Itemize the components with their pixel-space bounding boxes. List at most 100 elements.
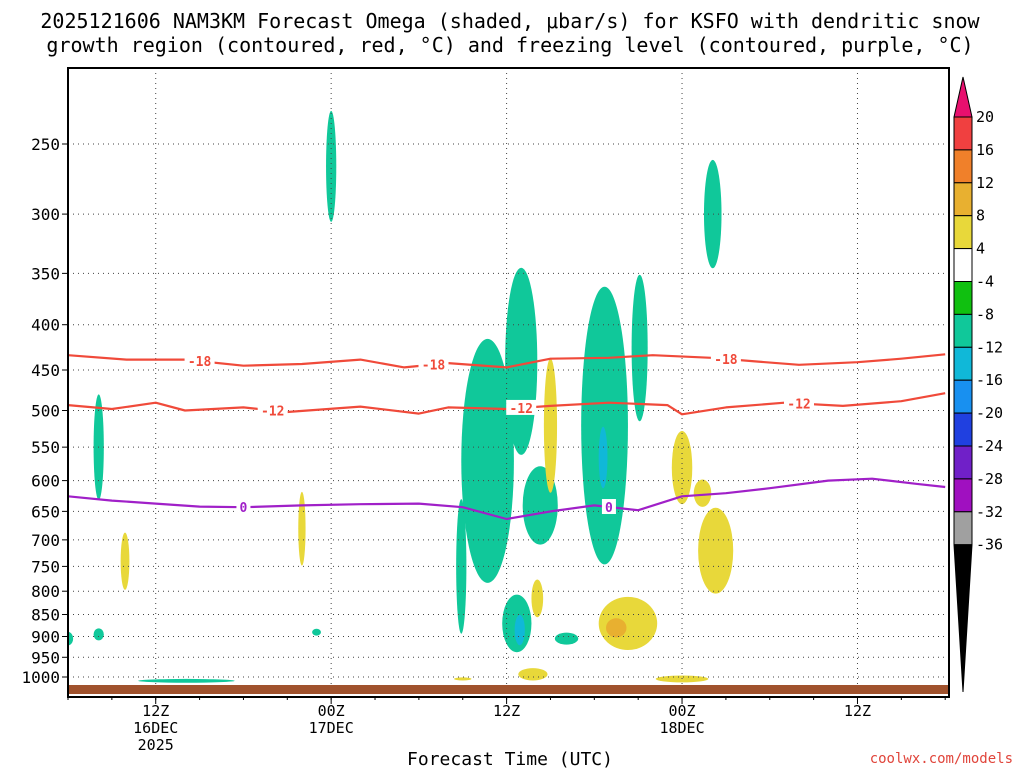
contour-label-dgz-top-2: -18	[714, 353, 738, 368]
y-tick-label-700: 700	[31, 531, 60, 550]
x-tick-label-1-1: 17DEC	[309, 719, 354, 737]
omega-region-7	[581, 286, 628, 565]
colorbar-label-5: -4	[976, 273, 994, 291]
chart-title-line-1: 2025121606 NAM3KM Forecast Omega (shaded…	[40, 9, 980, 33]
colorbar-label-7: -12	[976, 338, 1003, 356]
y-tick-label-750: 750	[31, 557, 60, 576]
contour-label-freezing-level-0: 0	[240, 501, 248, 516]
colorbar-segment-1	[953, 116, 973, 151]
colorbar-label-8: -16	[976, 371, 1003, 389]
colorbar-segment-13	[953, 511, 973, 546]
chart-title-line-2: growth region (contoured, red, °C) and f…	[46, 33, 973, 57]
omega-region-3	[631, 274, 648, 422]
omega-region-20	[531, 579, 544, 618]
contour-label-bg	[601, 499, 616, 515]
y-tick-label-850: 850	[31, 606, 60, 625]
contour-label-bg	[236, 499, 251, 515]
colorbar-label-6: -8	[976, 305, 994, 323]
colorbar-top-arrow	[953, 76, 973, 118]
contour-label-bg	[784, 395, 814, 411]
omega-region-27	[453, 677, 472, 681]
colorbar-label-11: -28	[976, 470, 1003, 488]
colorbar-label-9: -20	[976, 404, 1003, 422]
colorbar-label-12: -32	[976, 503, 1003, 521]
omega-region-17	[120, 532, 130, 590]
y-tick-label-1000: 1000	[21, 668, 60, 687]
pressure-gridlines	[68, 68, 949, 697]
y-tick-label-550: 550	[31, 438, 60, 457]
contour-label-dgz-bottom-2: -12	[787, 398, 810, 413]
omega-colorbar: 20 16 12 8 4 -4 -8 -12 -16 -20 -24 -28 -32 -36	[953, 76, 1003, 693]
x-axis-label: Forecast Time (UTC)	[407, 749, 613, 768]
omega-region-14	[138, 678, 235, 683]
omega-region-23	[698, 507, 734, 594]
omega-region-25	[518, 668, 548, 681]
x-tick-label-0-0: 12Z	[142, 702, 169, 720]
omega-region-4	[461, 338, 514, 583]
temperature-contours: -18 -18 -18 -12 -12 -12 0 0	[68, 351, 946, 521]
x-tick-label-3-1: 18DEC	[659, 719, 704, 737]
contour-label-freezing-level-1: 0	[605, 501, 613, 516]
y-tick-label-400: 400	[31, 316, 60, 335]
contour-freezing-level	[68, 477, 946, 521]
colorbar-segment-9	[953, 379, 973, 414]
y-tick-label-300: 300	[31, 205, 60, 224]
colorbar-segment-3	[953, 182, 973, 217]
y-tick-label-650: 650	[31, 502, 60, 521]
omega-region-18	[298, 491, 306, 566]
omega-region-19	[543, 358, 558, 493]
contour-label-bg	[506, 399, 537, 415]
colorbar-segment-8	[953, 346, 973, 381]
x-tick-label-1-0: 00Z	[318, 702, 345, 720]
x-tick-label-4-0: 12Z	[844, 702, 871, 720]
colorbar-segment-7	[953, 313, 973, 348]
colorbar-bottom-arrow	[953, 544, 973, 693]
y-tick-label-800: 800	[31, 582, 60, 601]
contour-label-bg	[257, 402, 288, 418]
colorbar-label-3: 8	[976, 207, 985, 225]
x-tick-label-3-0: 00Z	[668, 702, 695, 720]
pressure-axis: 250 300 350 400 450 500 550 600 650 700 750 800 850 9…	[21, 135, 68, 687]
y-tick-label-500: 500	[31, 402, 60, 421]
colorbar-label-13: -36	[976, 536, 1003, 554]
contour-label-bg	[184, 353, 215, 369]
colorbar-segment-11	[953, 445, 973, 480]
colorbar-segment-5	[953, 248, 973, 283]
surface-terrain-bar	[68, 685, 949, 694]
y-tick-label-350: 350	[31, 264, 60, 283]
contour-label-bg	[418, 356, 449, 372]
x-tick-label-2-0: 12Z	[493, 702, 520, 720]
omega-region-15	[514, 614, 525, 646]
colorbar-label-1: 16	[976, 141, 994, 159]
colorbar-segment-6	[953, 281, 973, 315]
omega-region-2	[703, 159, 722, 269]
y-tick-label-250: 250	[31, 135, 60, 154]
contour-label-bg	[710, 351, 741, 367]
colorbar-segment-12	[953, 478, 973, 513]
y-tick-label-450: 450	[31, 361, 60, 380]
omega-region-28	[606, 618, 627, 638]
y-tick-label-900: 900	[31, 627, 60, 646]
omega-region-16	[598, 426, 608, 489]
colorbar-segment-2	[953, 149, 973, 184]
omega-region-22	[671, 430, 693, 505]
credit-text: coolwx.com/models	[870, 751, 1013, 767]
x-tick-label-0-2: 2025	[138, 736, 174, 754]
omega-region-24	[693, 479, 712, 507]
y-tick-label-600: 600	[31, 472, 60, 491]
omega-shading	[68, 110, 734, 683]
omega-region-11	[93, 628, 104, 641]
colorbar-segment-4	[953, 215, 973, 250]
colorbar-label-4: 4	[976, 240, 985, 258]
plot-frame	[67, 67, 950, 698]
omega-region-8	[456, 499, 467, 634]
contour-label-dgz-bottom-0: -12	[261, 405, 284, 420]
contour-dgz-top	[68, 353, 946, 369]
x-tick-label-0-1: 16DEC	[133, 719, 178, 737]
colorbar-label-0: 20	[976, 108, 994, 126]
omega-region-13	[68, 631, 74, 646]
colorbar-label-10: -24	[976, 437, 1003, 455]
omega-region-0	[326, 110, 337, 222]
